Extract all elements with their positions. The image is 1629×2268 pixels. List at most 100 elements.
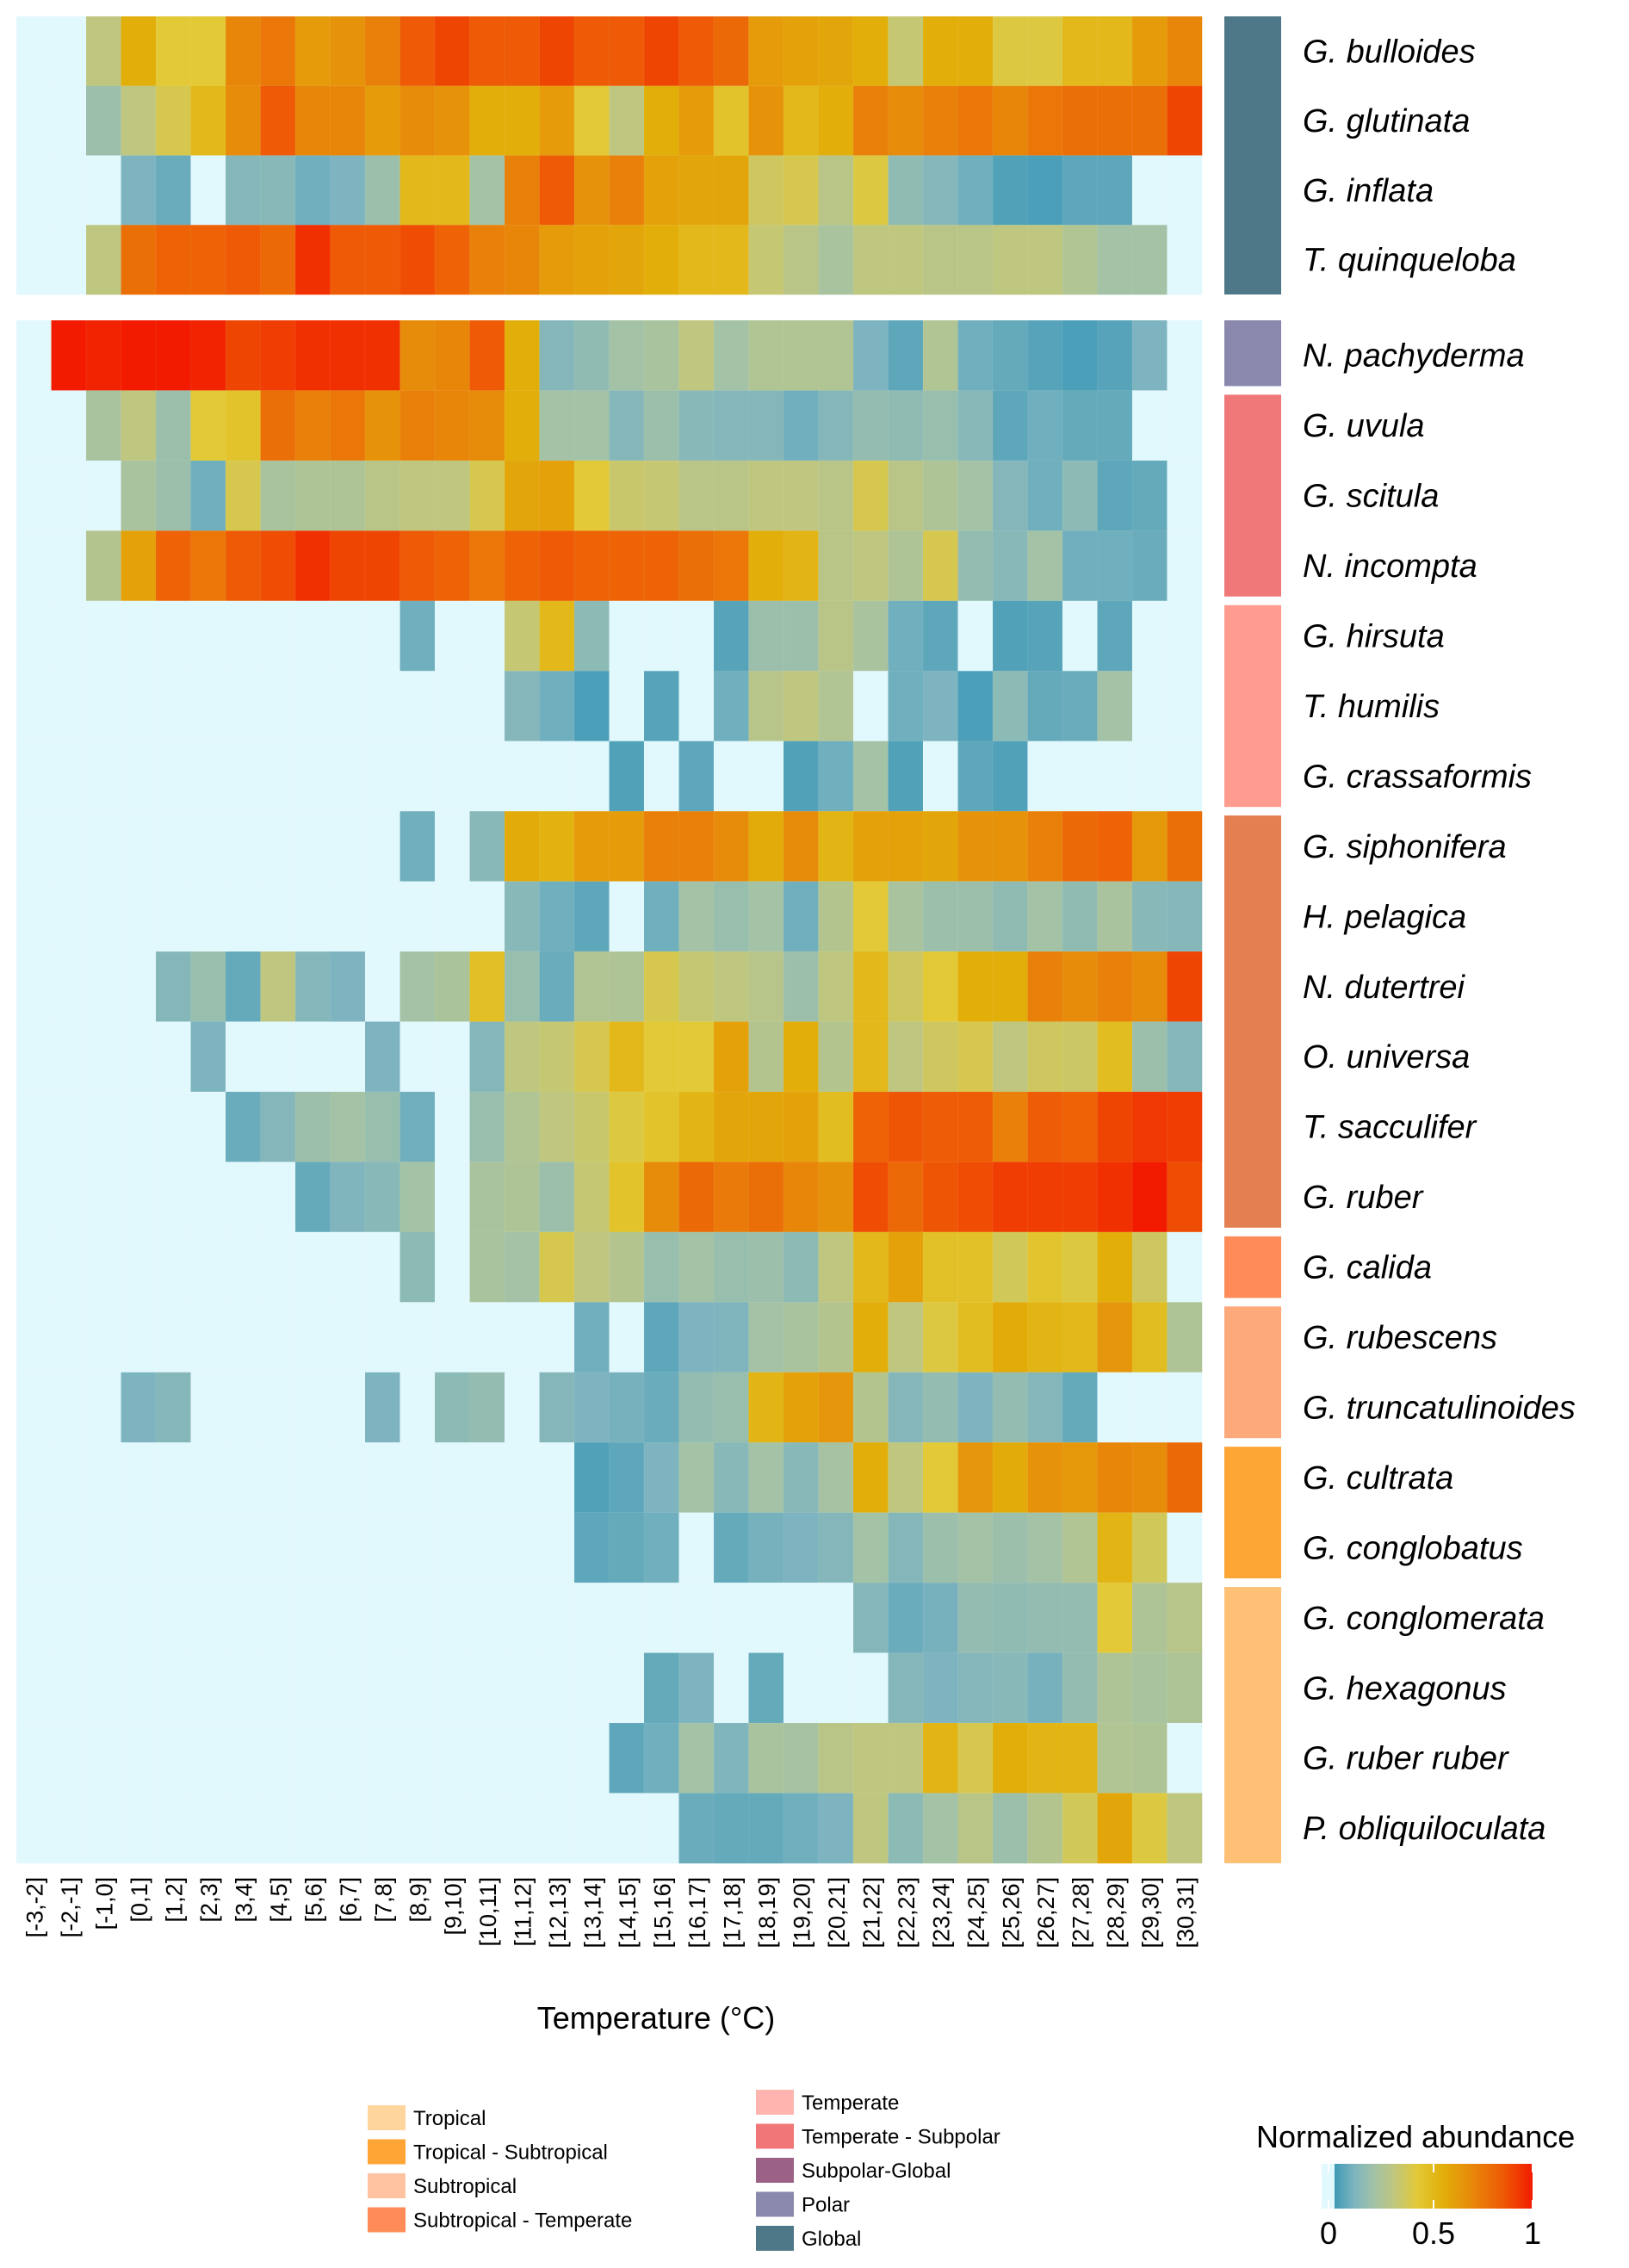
heatmap-cell xyxy=(225,224,262,295)
heatmap-cell xyxy=(992,881,1029,952)
heatmap-cell xyxy=(539,1231,575,1303)
heatmap-cell xyxy=(364,951,401,1023)
heatmap-cell xyxy=(260,1372,296,1443)
heatmap-cell xyxy=(852,741,889,812)
heatmap-cell xyxy=(783,1793,820,1864)
heatmap-cell xyxy=(573,1231,610,1303)
heatmap-cell xyxy=(852,1441,889,1514)
heatmap-cell xyxy=(748,670,784,742)
heatmap-cell xyxy=(573,1021,610,1093)
species-label: H. pelagica xyxy=(1303,899,1466,935)
heatmap-cell xyxy=(294,1652,331,1724)
heatmap-cell xyxy=(1062,1302,1099,1373)
heatmap-cell xyxy=(190,600,226,672)
heatmap-cell xyxy=(1097,319,1133,392)
heatmap-cell xyxy=(573,1652,610,1724)
heatmap-cell xyxy=(225,1372,262,1443)
heatmap-cell xyxy=(573,951,610,1023)
heatmap-cell xyxy=(15,390,53,462)
heatmap-cell xyxy=(818,951,854,1023)
heatmap-cell xyxy=(992,741,1029,812)
heatmap-cell xyxy=(155,1091,192,1162)
x-tick-label: [10,11] xyxy=(475,1877,501,1947)
heatmap-cell xyxy=(294,530,331,602)
heatmap-cell xyxy=(504,881,541,952)
heatmap-cell xyxy=(539,224,575,295)
heatmap-cell xyxy=(922,810,959,883)
heatmap-cell xyxy=(155,1302,192,1373)
heatmap-cell xyxy=(783,951,820,1023)
heatmap-cell xyxy=(155,1793,192,1864)
heatmap-cell xyxy=(155,1582,192,1654)
heatmap-cell xyxy=(121,1091,157,1162)
heatmap-cell xyxy=(364,810,401,883)
heatmap-cell xyxy=(852,1652,889,1724)
heatmap-cell xyxy=(818,530,854,602)
heatmap-cell xyxy=(852,85,889,157)
heatmap-cell xyxy=(434,155,471,226)
x-tick-label: [20,21] xyxy=(824,1877,850,1949)
heatmap-cell xyxy=(852,881,889,952)
heatmap-cell xyxy=(573,1722,610,1794)
heatmap-cell xyxy=(330,951,366,1023)
heatmap-cell xyxy=(573,1302,610,1373)
group-bar-temperate xyxy=(1224,604,1281,808)
heatmap-cell xyxy=(469,810,505,883)
heatmap-cell xyxy=(504,1162,541,1233)
heatmap-cell xyxy=(330,1512,366,1583)
heatmap-cell xyxy=(469,319,505,392)
heatmap-cell xyxy=(1097,741,1133,812)
heatmap-cell xyxy=(818,1722,854,1794)
heatmap-cell xyxy=(504,530,541,602)
heatmap-cell xyxy=(957,600,994,672)
heatmap-cell xyxy=(121,1441,157,1514)
heatmap-cell xyxy=(121,155,157,226)
heatmap-cell xyxy=(1131,85,1168,157)
heatmap-cell xyxy=(1131,951,1168,1023)
heatmap-cell xyxy=(678,390,715,462)
heatmap-cell xyxy=(678,1372,715,1443)
heatmap-cell xyxy=(469,155,505,226)
species-label: G. cultrata xyxy=(1303,1460,1453,1497)
x-tick-label: [30,31] xyxy=(1173,1877,1199,1949)
heatmap-cell xyxy=(678,1021,715,1093)
heatmap-cell xyxy=(678,15,715,87)
heatmap-cell xyxy=(713,1021,750,1093)
heatmap-cell xyxy=(364,1582,401,1654)
heatmap-cell xyxy=(434,1091,471,1162)
heatmap-cell xyxy=(957,319,994,392)
species-label: G. glutinata xyxy=(1303,103,1470,139)
heatmap-cell xyxy=(85,741,122,812)
heatmap-cell xyxy=(992,155,1029,226)
x-tick-label: [19,20] xyxy=(789,1877,814,1949)
heatmap-cell xyxy=(400,85,436,157)
heatmap-cell xyxy=(294,155,331,226)
species-label: N. dutertrei xyxy=(1303,970,1466,1006)
heatmap-cell xyxy=(888,1091,924,1162)
heatmap-cell xyxy=(713,15,750,87)
heatmap-cell xyxy=(818,1652,854,1724)
heatmap-cell xyxy=(260,15,296,87)
heatmap-cell xyxy=(957,1231,994,1303)
heatmap-cell xyxy=(957,390,994,462)
heatmap-cell xyxy=(1167,1441,1203,1514)
heatmap-cell xyxy=(852,319,889,392)
heatmap-cell xyxy=(643,530,680,602)
heatmap-cell xyxy=(364,460,401,531)
heatmap-cell xyxy=(888,1652,924,1724)
heatmap-cell xyxy=(992,1091,1029,1162)
heatmap-cell xyxy=(888,1231,924,1303)
heatmap-cell xyxy=(330,1021,366,1093)
legend-swatch xyxy=(756,2191,794,2217)
heatmap-cell xyxy=(783,670,820,742)
heatmap-cell xyxy=(51,1441,87,1514)
heatmap-cell xyxy=(85,390,122,462)
heatmap-cell xyxy=(294,1582,331,1654)
heatmap-cell xyxy=(85,600,122,672)
heatmap-cell xyxy=(225,319,262,392)
heatmap-cell xyxy=(852,810,889,883)
heatmap-cell xyxy=(748,600,784,672)
heatmap-cell xyxy=(992,1302,1029,1373)
species-labels: G. bulloides G. glutinata G. inflata T. qui… xyxy=(1303,34,1576,1847)
heatmap-cell xyxy=(504,319,541,392)
